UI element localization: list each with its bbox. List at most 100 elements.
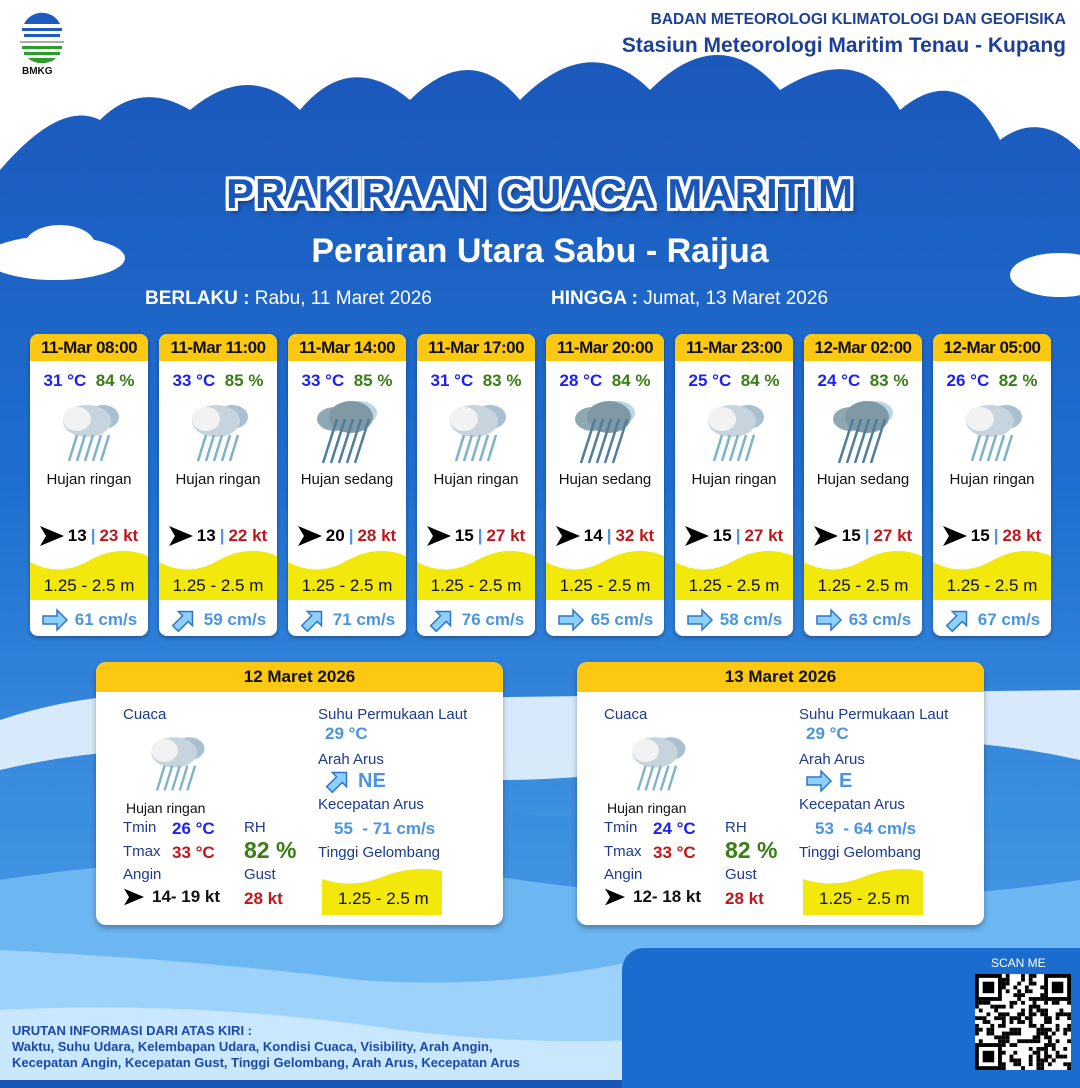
rh-value: 82 % — [725, 837, 778, 863]
wind-range: 14- 19 kt — [152, 887, 221, 906]
separator: | — [348, 526, 354, 545]
air-temperature: 33 °C — [172, 371, 216, 390]
humidity: 85 % — [353, 371, 393, 390]
gust-speed: 23 kt — [99, 526, 139, 545]
separator: | — [993, 526, 999, 545]
wind-speed: 15 — [841, 526, 861, 545]
air-temperature: 31 °C — [430, 371, 474, 390]
bmkg-logo — [20, 12, 64, 64]
wave-shape — [933, 550, 1051, 600]
wind-direction-arrow-icon — [124, 888, 144, 906]
sst-value: 29 °C — [806, 724, 849, 743]
wave-height: 1.25 - 2.5 m — [301, 576, 393, 595]
current-direction-value: NE — [358, 769, 386, 792]
valid-from: BERLAKU : Rabu, 11 Maret 2026 — [145, 288, 432, 310]
gust-value: 28 kt — [244, 889, 283, 908]
wave-shape — [159, 550, 277, 600]
gust-speed: 27 kt — [873, 526, 913, 545]
forecast-card: 11-Mar 23:00 25 °C 84 % Hujan ringan 15 |… — [675, 334, 793, 636]
forecast-time: 11-Mar 20:00 — [546, 334, 664, 361]
light-rain-icon — [63, 405, 119, 462]
wave-shape — [322, 869, 442, 915]
forecast-time: 11-Mar 08:00 — [30, 334, 148, 361]
scan-me-label: SCAN ME — [991, 956, 1046, 970]
weather-condition: Hujan sedang — [300, 471, 394, 488]
weather-condition: Hujan sedang — [816, 471, 910, 488]
current-speed: 58 cm/s — [719, 610, 783, 629]
separator: | — [219, 526, 225, 545]
current-speed: 59 cm/s — [203, 610, 267, 629]
legend-title: URUTAN INFORMASI DARI ATAS KIRI : — [12, 1023, 252, 1038]
air-temperature: 33 °C — [301, 371, 345, 390]
wave-shape — [804, 550, 922, 600]
wave-height: 1.25 - 2.5 m — [43, 576, 135, 595]
valid-from-label: BERLAKU : — [145, 288, 250, 309]
light-rain-icon — [450, 405, 506, 462]
moderate-rain-icon — [575, 401, 635, 464]
wind-speed: 15 — [454, 526, 474, 545]
legend-line: Waktu, Suhu Udara, Kelembapan Udara, Kon… — [12, 1039, 493, 1054]
weather-condition: Hujan ringan — [126, 800, 206, 816]
gust-label: Gust — [244, 866, 276, 883]
forecast-card: 11-Mar 17:00 31 °C 83 % Hujan ringan 15 |… — [417, 334, 535, 636]
air-temperature: 28 °C — [559, 371, 603, 390]
current-speed: 63 cm/s — [848, 610, 912, 629]
wind-speed: 13 — [196, 526, 216, 545]
current-speed-label: Kecepatan Arus — [318, 796, 424, 813]
current-speed-label: Kecepatan Arus — [799, 796, 905, 813]
valid-to-date: Jumat, 13 Maret 2026 — [643, 288, 829, 309]
valid-to-label: HINGGA : — [551, 288, 638, 309]
tmin-value: 24 °C — [653, 819, 696, 838]
light-rain-icon — [708, 405, 764, 462]
wave-height: 1.25 - 2.5 m — [430, 576, 522, 595]
wave-height: 1.25 - 2.5 m — [819, 889, 910, 908]
humidity: 83 % — [482, 371, 522, 390]
weather-condition: Hujan ringan — [607, 800, 687, 816]
current-speed: 65 cm/s — [590, 610, 654, 629]
wave-shape — [417, 550, 535, 600]
current-direction-label: Arah Arus — [799, 751, 865, 768]
current-direction-arrow-icon — [42, 608, 68, 632]
daily-summary-panel: 13 Maret 2026 Cuaca Hujan ringan Tmin 24… — [577, 662, 984, 925]
current-direction-arrow-icon — [806, 769, 833, 793]
air-temperature: 26 °C — [946, 371, 990, 390]
rh-value: 82 % — [244, 837, 297, 863]
wave-label: Tinggi Gelombang — [318, 844, 441, 861]
humidity: 84 % — [611, 371, 651, 390]
humidity: 84 % — [95, 371, 135, 390]
wave-height: 1.25 - 2.5 m — [946, 576, 1038, 595]
wave-shape — [546, 550, 664, 600]
weather-condition: Hujan ringan — [433, 471, 519, 488]
gust-value: 28 kt — [725, 889, 764, 908]
qr-code[interactable] — [975, 974, 1071, 1070]
logo-text: BMKG — [22, 66, 53, 77]
valid-to: HINGGA : Jumat, 13 Maret 2026 — [551, 288, 828, 310]
forecast-card: 12-Mar 02:00 24 °C 83 % Hujan sedang 15 |… — [804, 334, 922, 636]
humidity: 83 % — [869, 371, 909, 390]
area-name: Perairan Utara Sabu - Raijua — [311, 232, 769, 270]
wave-shape — [30, 550, 148, 600]
forecast-time: 12-Mar 05:00 — [933, 334, 1051, 361]
humidity: 84 % — [740, 371, 780, 390]
wind-label: Angin — [123, 866, 162, 883]
separator: | — [90, 526, 96, 545]
tmax-value: 33 °C — [172, 843, 215, 862]
forecast-card: 11-Mar 08:00 31 °C 84 % Hujan ringan 13 |… — [30, 334, 148, 636]
gust-speed: 28 kt — [1002, 526, 1042, 545]
sst-label: Suhu Permukaan Laut — [799, 706, 949, 723]
wind-direction-arrow-icon — [813, 526, 838, 546]
wave-shape — [803, 869, 923, 915]
valid-from-date: Rabu, 11 Maret 2026 — [254, 288, 432, 309]
wind-direction-arrow-icon — [426, 526, 451, 546]
weather-condition: Hujan ringan — [46, 471, 132, 488]
current-speed: 76 cm/s — [461, 610, 525, 629]
tmin-label: Tmin — [123, 819, 157, 836]
page-title: PRAKIRAAN CUACA MARITIM — [225, 170, 855, 217]
weather-condition: Hujan sedang — [558, 471, 652, 488]
forecast-time: 11-Mar 14:00 — [288, 334, 406, 361]
separator: | — [864, 526, 870, 545]
legend-line: Kecepatan Angin, Kecepatan Gust, Tinggi … — [12, 1055, 520, 1070]
wind-speed: 13 — [67, 526, 87, 545]
wave-height: 1.25 - 2.5 m — [817, 576, 909, 595]
rh-label: RH — [244, 819, 266, 836]
